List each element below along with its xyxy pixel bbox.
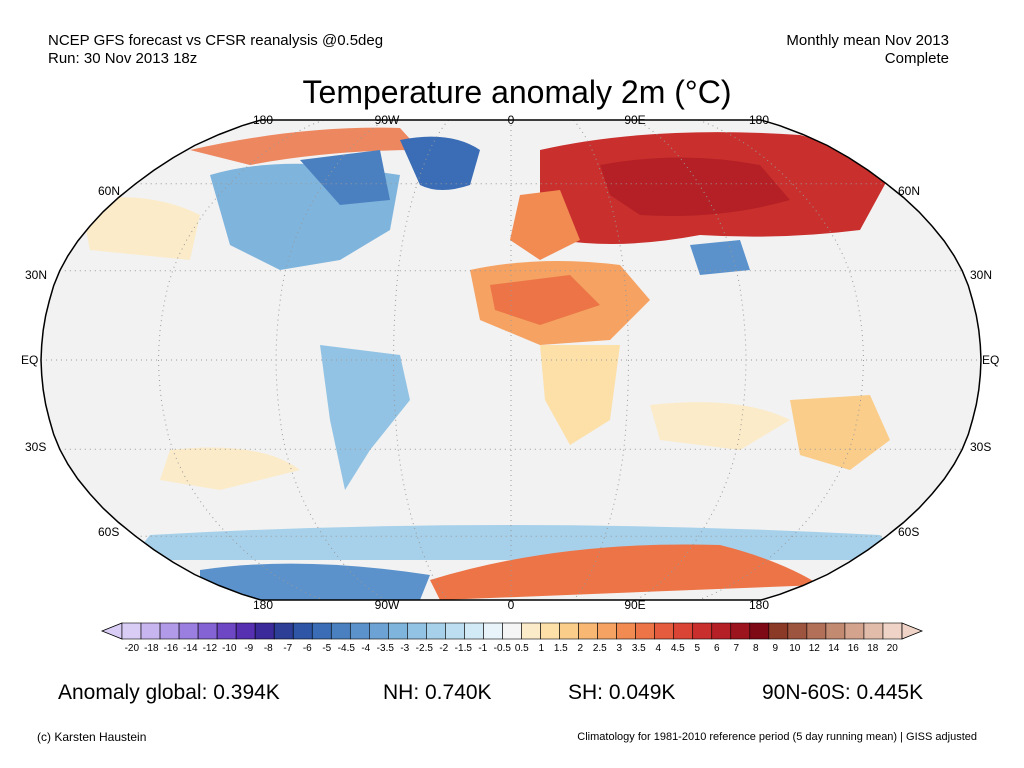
colorbar-tick-label: -0.5	[493, 643, 511, 654]
colorbar-tick-label: -9	[244, 643, 254, 654]
colorbar-tick-label: 7	[733, 643, 740, 654]
stat-sh-anomaly: SH: 0.049K	[568, 681, 676, 704]
colorbar-tick-label: -1.5	[454, 643, 472, 654]
colorbar-tick-label: -3.5	[376, 643, 394, 654]
header-model-info: NCEP GFS forecast vs CFSR reanalysis @0.…	[48, 32, 384, 49]
lat-label-left-30s: 30S	[25, 440, 47, 454]
colorbar-tick-label: 9	[772, 643, 779, 654]
colorbar-tick-label: 2.5	[592, 643, 607, 654]
stat-global-anomaly: Anomaly global: 0.394K	[58, 681, 280, 704]
lat-label-left-30n: 30N	[25, 268, 48, 282]
lon-label-top-0: 0	[507, 113, 515, 127]
australia-region	[790, 395, 890, 470]
colorbar-tick-label: -3	[400, 643, 410, 654]
south-africa-region	[540, 345, 620, 445]
lon-label-top-180w: 180	[252, 113, 274, 127]
colorbar-tick-label: 6	[714, 643, 720, 654]
arctic-warm-band	[190, 127, 420, 165]
graticule-meridian	[275, 119, 387, 601]
indian-ocean-warm-patch	[650, 402, 790, 450]
colorbar-tick-label: 4	[655, 643, 662, 654]
colorbar-tick-label: -10	[222, 643, 237, 654]
colorbar-tick-label: -6	[302, 643, 312, 654]
antarctica-cold-region	[200, 563, 430, 600]
colorbar-tick-label: 20	[886, 643, 898, 654]
colorbar-tick-label: -2	[439, 643, 449, 654]
stat-90n-60s-anomaly: 90N-60S: 0.445K	[762, 681, 924, 704]
south-america-cool-region	[320, 345, 410, 490]
colorbar-tick-label: -7	[283, 643, 293, 654]
colorbar-tick-label: -12	[202, 643, 218, 654]
colorbar-tick-label: -16	[163, 643, 179, 654]
page-title: Temperature anomaly 2m (°C)	[302, 74, 732, 110]
colorbar-tick-label: 1	[538, 643, 545, 654]
lon-label-top-180e: 180	[748, 113, 770, 127]
lon-label-top-90e: 90E	[624, 113, 646, 127]
lat-label-right-30s: 30S	[970, 440, 992, 454]
colorbar-tick-label: -1	[478, 643, 488, 654]
tibet-cold-region	[690, 240, 750, 275]
hudson-cold-region	[300, 150, 390, 205]
colorbar-tick-label: 4.5	[670, 643, 685, 654]
lon-label-top-90w: 90W	[374, 113, 400, 127]
sahara-core-region	[490, 275, 600, 325]
colorbar-tick-label: 2	[577, 643, 584, 654]
colorbar-tick-label: 10	[789, 643, 801, 654]
lon-label-bottom-180e: 180	[748, 598, 770, 612]
lat-label-right-60n: 60N	[898, 184, 921, 198]
colorbar-tick-label: -4	[361, 643, 371, 654]
graticule-meridian	[573, 119, 630, 601]
lat-label-left-60n: 60N	[98, 184, 121, 198]
lat-label-right-30n: 30N	[970, 268, 993, 282]
stat-nh-anomaly: NH: 0.740K	[383, 681, 492, 704]
header-status: Complete	[884, 50, 949, 67]
europe-warm-region	[510, 190, 580, 260]
map-field	[41, 120, 981, 600]
colorbar-tick-label: 3.5	[631, 643, 646, 654]
colorbar-tick-label: -20	[124, 643, 140, 654]
colorbar-tick-label: -14	[183, 643, 198, 654]
lat-label-right-eq: EQ	[982, 353, 1000, 367]
south-pacific-warm-patch	[160, 447, 300, 490]
graticule-meridian	[635, 119, 747, 601]
lon-label-bottom-0: 0	[507, 598, 515, 612]
colorbar-tick-label: 16	[847, 643, 859, 654]
lon-label-bottom-90w: 90W	[374, 598, 400, 612]
colorbar-tick-label: 3	[616, 643, 623, 654]
footer-climatology-note: Climatology for 1981-2010 reference peri…	[577, 731, 977, 743]
graticule-meridian	[157, 119, 324, 601]
graticule-meridian	[392, 119, 449, 601]
colorbar-tick-label: 0.5	[514, 643, 529, 654]
colorbar-tick-label: 18	[867, 643, 879, 654]
colorbar-tick-label: 14	[828, 643, 840, 654]
header-run-info: Run: 30 Nov 2013 18z	[48, 50, 198, 67]
colorbar-tick-label: -8	[263, 643, 273, 654]
lat-label-right-60s: 60S	[898, 525, 920, 539]
colorbar-tick-label: -18	[144, 643, 159, 654]
greenland-cold-region	[400, 136, 480, 190]
colorbar-tick-label: 8	[753, 643, 759, 654]
antarctica-warm-region	[430, 544, 820, 600]
footer-copyright: (c) Karsten Haustein	[37, 730, 147, 744]
lon-label-bottom-90e: 90E	[624, 598, 646, 612]
lat-label-left-eq: EQ	[21, 353, 39, 367]
lon-label-bottom-180w: 180	[252, 598, 274, 612]
colorbar-tick-label: 12	[808, 643, 820, 654]
siberia-core-region	[600, 157, 790, 216]
colorbar-tick-label: -4.5	[337, 643, 355, 654]
colorbar-tick-label: -2.5	[415, 643, 433, 654]
graticule-meridian	[698, 119, 865, 601]
header-period: Monthly mean Nov 2013	[786, 32, 949, 49]
colorbar-tick-label: -5	[322, 643, 332, 654]
north-pacific-warm-patch	[80, 197, 200, 260]
graticule-lines	[41, 119, 981, 601]
colorbar-tick-label: 1.5	[553, 643, 568, 654]
lat-label-left-60s: 60S	[98, 525, 120, 539]
colorbar-tick-label: 5	[694, 643, 701, 654]
globe-outline	[40, 119, 982, 601]
